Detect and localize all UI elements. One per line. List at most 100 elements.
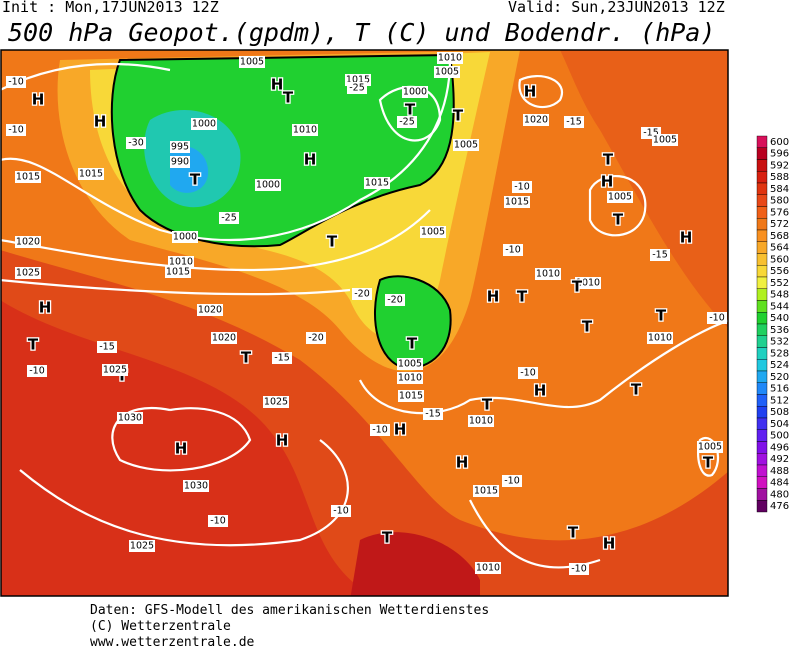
colorbar-swatch — [756, 300, 768, 313]
label-bg — [385, 294, 405, 306]
contour-label: -10 — [8, 77, 24, 88]
label-bg — [518, 367, 538, 379]
footer-url: www.wetterzentrale.de — [90, 635, 255, 648]
init-time: Init : Mon,17JUN2013 12Z — [2, 0, 219, 16]
label-bg — [219, 212, 239, 224]
label-bg — [165, 266, 191, 278]
pressure-center: T — [613, 211, 624, 229]
contour-label: -10 — [520, 368, 536, 379]
contour-label: -15 — [425, 409, 441, 420]
pressure-center: T — [568, 524, 579, 542]
contour-label: 1010 — [536, 269, 560, 280]
pressure-center: T — [603, 151, 614, 169]
colorbar-swatch — [756, 476, 768, 489]
label-bg — [208, 515, 228, 527]
colorbar-swatch — [756, 241, 768, 254]
pressure-center: T — [517, 288, 528, 306]
colorbar-swatch — [756, 429, 768, 442]
colorbar-label: 528 — [770, 348, 789, 359]
colorbar-swatch — [756, 500, 768, 513]
colorbar-label: 532 — [770, 337, 789, 348]
label-bg — [191, 118, 217, 130]
colorbar-label: 544 — [770, 301, 789, 312]
map-frame — [0, 49, 729, 597]
pressure-center: H — [680, 229, 693, 247]
colorbar-swatch — [756, 464, 768, 477]
pressure-center: T — [703, 454, 714, 472]
colorbar-label: 584 — [770, 184, 789, 195]
pressure-center: H — [487, 288, 500, 306]
contour-label: 1020 — [212, 333, 236, 344]
pressure-center: T — [407, 335, 418, 353]
colorbar-label: 556 — [770, 266, 789, 277]
colorbar-label: 536 — [770, 325, 789, 336]
label-bg — [437, 52, 463, 64]
contour-label: 1010 — [469, 416, 493, 427]
label-bg — [397, 116, 417, 128]
contour-label: 1005 — [421, 227, 445, 238]
colorbar-swatch — [756, 159, 768, 172]
contour-label: 1025 — [130, 541, 154, 552]
contour-label: 1025 — [16, 268, 40, 279]
pressure-center: H — [601, 173, 614, 191]
colorbar-swatch — [756, 359, 768, 372]
contour-label: 1015 — [166, 267, 190, 278]
pressure-center: H — [32, 91, 45, 109]
contour-label: -20 — [308, 333, 324, 344]
contour-label: 1030 — [184, 481, 208, 492]
contour-label: 1030 — [118, 413, 142, 424]
colorbar-swatch — [756, 382, 768, 395]
colorbar-label: 512 — [770, 395, 789, 406]
pressure-center: H — [524, 83, 537, 101]
colorbar-label: 516 — [770, 384, 789, 395]
label-bg — [398, 390, 424, 402]
colorbar-swatch — [756, 253, 768, 266]
colorbar-label: 484 — [770, 478, 789, 489]
colorbar-swatch — [756, 335, 768, 348]
contour-label: 1025 — [264, 397, 288, 408]
contour-label: -10 — [505, 245, 521, 256]
contour-label: -15 — [652, 250, 668, 261]
colorbar-label: 568 — [770, 231, 789, 242]
label-bg — [468, 415, 494, 427]
label-bg — [473, 485, 499, 497]
contour-label: -10 — [709, 313, 725, 324]
valid-time: Valid: Sun,23JUN2013 12Z — [508, 0, 725, 16]
colorbar-swatch — [756, 394, 768, 407]
pressure-center: T — [405, 101, 416, 119]
contour-label: -10 — [333, 506, 349, 517]
colorbar-label: 588 — [770, 172, 789, 183]
label-bg — [97, 341, 117, 353]
contour-label: 1000 — [173, 232, 197, 243]
colorbar-swatch — [756, 276, 768, 289]
contour-label: 1020 — [198, 305, 222, 316]
label-bg — [15, 236, 41, 248]
colorbar-swatch — [756, 347, 768, 360]
pressure-center: T — [482, 396, 493, 414]
colorbar-swatch — [756, 312, 768, 325]
colorbar-swatch — [756, 218, 768, 231]
colorbar-label: 572 — [770, 219, 789, 230]
contour-label: -10 — [210, 516, 226, 527]
colorbar-label: 476 — [770, 501, 789, 512]
contour-label: 1005 — [240, 57, 264, 68]
contour-label: 1015 — [505, 197, 529, 208]
colorbar-label: 508 — [770, 407, 789, 418]
contour-label: -10 — [8, 125, 24, 136]
contour-label: -30 — [128, 138, 144, 149]
colorbar-label: 520 — [770, 372, 789, 383]
contour-label: 1010 — [398, 373, 422, 384]
footer-source: Daten: GFS-Modell des amerikanischen Wet… — [90, 603, 490, 618]
colorbar-label: 552 — [770, 278, 789, 289]
colorbar-swatch — [756, 182, 768, 195]
pressure-center: H — [175, 440, 188, 458]
label-bg — [364, 177, 390, 189]
contour-label: -10 — [514, 182, 530, 193]
footer-copyright: (C) Wetterzentrale — [90, 619, 231, 634]
label-bg — [397, 358, 423, 370]
pressure-center: T — [28, 336, 39, 354]
label-bg — [503, 244, 523, 256]
map-canvas: HHHTT9959901000100510151000T-25HT1010100… — [0, 49, 789, 597]
contour-label: 1010 — [648, 333, 672, 344]
